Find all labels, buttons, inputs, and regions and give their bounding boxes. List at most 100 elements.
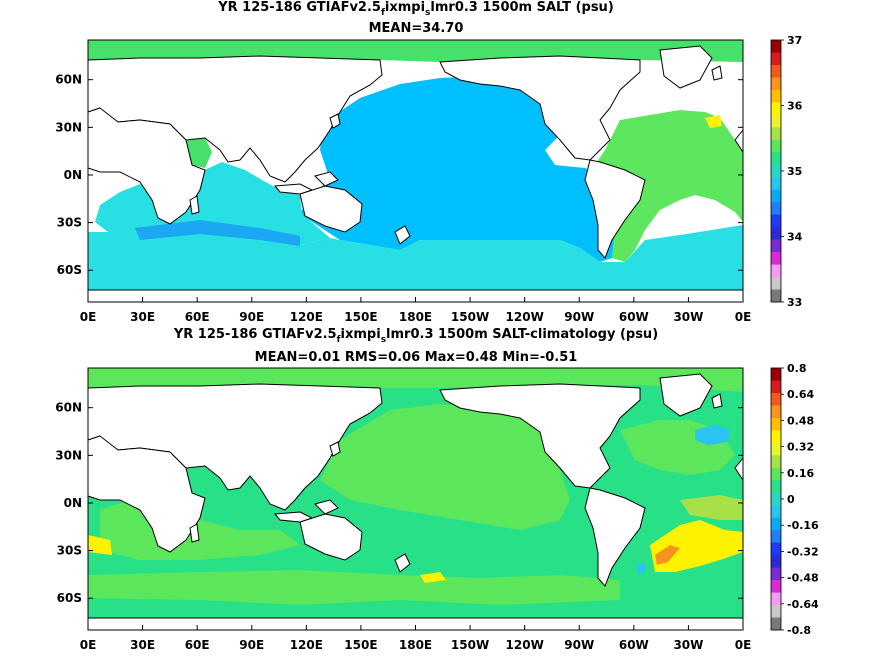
- panel2-yellow-anomaly: [650, 520, 743, 572]
- colorbar-swatch: [771, 480, 781, 494]
- colorbar-label: 0.32: [787, 441, 814, 454]
- colorbar-label: -0.48: [787, 572, 819, 585]
- colorbar-swatch: [771, 252, 781, 265]
- colorbar-swatch: [771, 214, 781, 228]
- colorbar-swatch: [771, 567, 781, 581]
- y-tick-label: 60S: [57, 263, 82, 277]
- colorbar-swatch: [771, 114, 781, 128]
- colorbar-label: -0.32: [787, 545, 819, 558]
- colorbar-swatch: [771, 264, 781, 278]
- colorbar-swatch: [771, 455, 781, 469]
- y-tick-label: 30S: [57, 544, 82, 558]
- colorbar-swatch: [771, 239, 781, 253]
- colorbar-swatch: [771, 505, 781, 519]
- panel1-map: [87, 39, 744, 303]
- colorbar-label: 0.64: [787, 388, 814, 401]
- colorbar-label: 0.16: [787, 467, 814, 480]
- colorbar-swatch: [771, 368, 781, 381]
- colorbar-label: -0.64: [787, 598, 819, 611]
- x-tick-label: 60E: [185, 638, 210, 652]
- y-tick-label: 60N: [55, 401, 82, 415]
- y-tick-label: 30N: [55, 120, 82, 134]
- colorbar-label: -0.16: [787, 519, 819, 532]
- colorbar-swatch: [771, 442, 781, 456]
- x-tick-label: 120E: [290, 638, 323, 652]
- y-tick-label: 60N: [55, 73, 82, 87]
- colorbar-label: 0.48: [787, 414, 814, 427]
- panel1-southern: [88, 225, 743, 290]
- colorbar-swatch: [771, 605, 781, 618]
- colorbar-swatch: [771, 289, 781, 303]
- x-tick-label: 150E: [344, 310, 377, 324]
- colorbar-label: 33: [787, 296, 802, 309]
- colorbar-swatch: [771, 152, 781, 166]
- colorbar-swatch: [771, 89, 781, 103]
- panel2-colorbar: 0.8 0.64 0.48 0.32 0.16 0 -0.16 -0.32 -0.48 -0.64…: [770, 362, 819, 637]
- colorbar-label: 0: [787, 493, 795, 506]
- x-tick-label: 180E: [399, 638, 432, 652]
- colorbar-swatch: [771, 617, 781, 631]
- panel1-atlantic: [595, 110, 743, 262]
- colorbar-swatch: [771, 392, 781, 406]
- x-tick-label: 30W: [673, 638, 703, 652]
- colorbar-swatch: [771, 164, 781, 178]
- colorbar-swatch: [771, 77, 781, 91]
- panel2-map: [87, 367, 744, 631]
- x-tick-label: 90E: [239, 310, 264, 324]
- colorbar-swatch: [771, 202, 781, 215]
- colorbar-swatch: [771, 139, 781, 153]
- colorbar-label: 34: [787, 231, 803, 244]
- colorbar-swatch: [771, 430, 781, 444]
- panel2-title: YR 125-186 GTIAFv2.5fixmpislmr0.3 1500m …: [173, 327, 658, 345]
- colorbar-swatch: [771, 64, 781, 78]
- x-tick-label: 30E: [130, 638, 155, 652]
- colorbar-label: 37: [787, 34, 802, 47]
- y-tick-label: 0N: [64, 496, 82, 510]
- x-tick-label: 150W: [451, 638, 489, 652]
- colorbar-swatch: [771, 555, 781, 568]
- x-tick-label: 120W: [506, 310, 544, 324]
- panel2-stats: MEAN=0.01 RMS=0.06 Max=0.48 Min=-0.51: [255, 350, 578, 365]
- colorbar-label: 36: [787, 100, 803, 113]
- colorbar-label: 0.8: [787, 362, 807, 375]
- colorbar-swatch: [771, 405, 781, 419]
- x-tick-label: 120W: [506, 638, 544, 652]
- x-tick-label: 120E: [290, 310, 323, 324]
- colorbar-swatch: [771, 40, 781, 53]
- y-tick-label: 0N: [64, 168, 82, 182]
- panel1-title: YR 125-186 GTIAFv2.5fixmpislmr0.3 1500m …: [217, 0, 614, 18]
- colorbar-swatch: [771, 277, 781, 290]
- colorbar-swatch: [771, 592, 781, 606]
- panel2-blue-anomaly: [695, 425, 730, 445]
- x-tick-label: 60E: [185, 310, 210, 324]
- x-tick-label: 0E: [735, 310, 752, 324]
- x-tick-label: 180E: [399, 310, 432, 324]
- colorbar-swatch: [771, 580, 781, 593]
- colorbar-label: 35: [787, 165, 802, 178]
- panel1-southern-band: [135, 220, 300, 246]
- colorbar-label: -0.8: [787, 624, 811, 637]
- x-tick-label: 150W: [451, 310, 489, 324]
- x-tick-label: 30E: [130, 310, 155, 324]
- x-tick-label: 60W: [619, 310, 649, 324]
- x-tick-label: 90E: [239, 638, 264, 652]
- colorbar-swatch: [771, 417, 781, 431]
- x-tick-label: 30W: [673, 310, 703, 324]
- x-tick-label: 0E: [80, 638, 97, 652]
- y-tick-label: 30S: [57, 216, 82, 230]
- colorbar-swatch: [771, 467, 781, 481]
- x-tick-label: 90W: [564, 638, 594, 652]
- colorbar-swatch: [771, 530, 781, 543]
- x-tick-label: 0E: [80, 310, 97, 324]
- colorbar-swatch: [771, 177, 781, 191]
- colorbar-swatch: [771, 517, 781, 531]
- colorbar-swatch: [771, 127, 781, 141]
- panel1-axes: 0E 30E 60E 90E 120E 150E 180E 150W 120W 90W 60W 30W…: [55, 73, 751, 324]
- panel1-pacific: [300, 76, 615, 262]
- colorbar-swatch: [771, 227, 781, 240]
- x-tick-label: 60W: [619, 638, 649, 652]
- x-tick-label: 90W: [564, 310, 594, 324]
- y-tick-label: 60S: [57, 591, 82, 605]
- y-tick-label: 30N: [55, 448, 82, 462]
